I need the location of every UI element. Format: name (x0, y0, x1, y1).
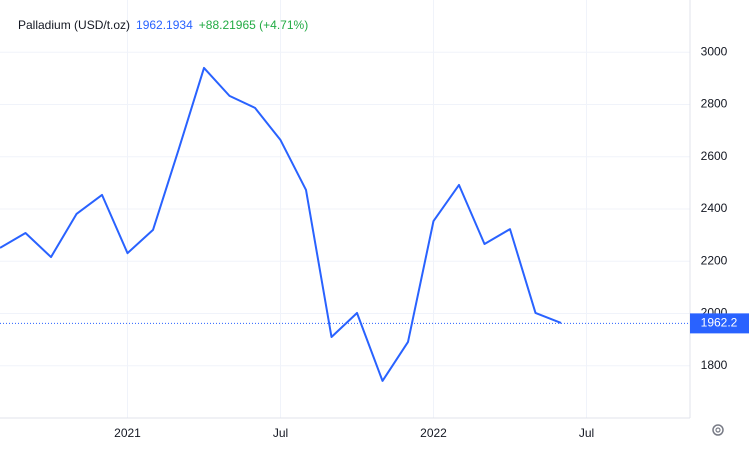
price: 1962.1934 (136, 18, 193, 32)
x-tick-label: Jul (579, 426, 594, 440)
y-tick-label: 3000 (701, 44, 728, 58)
x-tick-label: Jul (273, 426, 288, 440)
y-tick-label: 2800 (701, 97, 728, 111)
y-tick-label: 2200 (701, 253, 728, 267)
y-tick-label: 2400 (701, 201, 728, 215)
chart-title: Palladium (USD/t.oz) 1962.1934 +88.21965 (… (18, 18, 308, 32)
title: Palladium (USD/t.oz) (18, 18, 130, 32)
x-tick-label: 2021 (114, 426, 141, 440)
y-tick-label: 2600 (701, 149, 728, 163)
last-price-box (690, 313, 749, 334)
gear-hub[interactable] (715, 427, 721, 433)
y-tick-label: 1800 (701, 358, 728, 372)
change: +88.21965 (+4.71%) (199, 18, 308, 32)
last-price-label: 1962.2 (701, 316, 738, 330)
x-tick-label: 2022 (420, 426, 447, 440)
line-series (0, 66, 562, 382)
grid (0, 0, 690, 418)
settings-icon[interactable] (712, 424, 724, 436)
gear[interactable] (712, 424, 724, 436)
